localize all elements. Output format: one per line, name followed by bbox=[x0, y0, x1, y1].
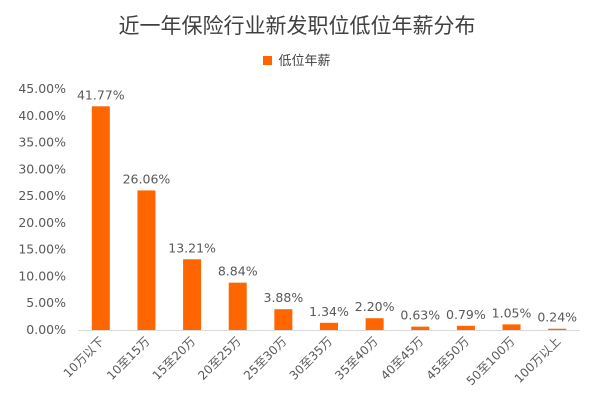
x-tick-label: 45至50万 bbox=[424, 334, 472, 382]
y-tick-label: 25.00% bbox=[18, 188, 66, 203]
legend-swatch bbox=[263, 56, 273, 65]
x-tick-label: 10万以下 bbox=[61, 334, 107, 380]
x-tick-label: 10至15万 bbox=[104, 334, 152, 382]
x-tick-label: 35至40万 bbox=[332, 334, 380, 382]
bar bbox=[137, 190, 156, 330]
x-tick-label: 25至30万 bbox=[241, 334, 289, 382]
data-label: 13.21% bbox=[168, 240, 216, 255]
y-tick-label: 5.00% bbox=[26, 295, 66, 310]
x-tick-label: 20至25万 bbox=[195, 334, 243, 382]
chart-title: 近一年保险行业新发职位低位年薪分布 bbox=[118, 14, 476, 38]
data-label: 0.24% bbox=[537, 310, 577, 325]
legend: 低位年薪 bbox=[0, 50, 594, 69]
bar bbox=[365, 318, 384, 330]
bar bbox=[228, 282, 247, 330]
y-tick-label: 15.00% bbox=[18, 242, 66, 257]
bar bbox=[548, 328, 567, 330]
y-tick-label: 45.00% bbox=[18, 81, 66, 96]
y-tick-label: 35.00% bbox=[18, 135, 66, 150]
x-tick-label: 100万以上 bbox=[512, 334, 564, 386]
legend-label: 低位年薪 bbox=[278, 54, 331, 69]
data-label: 3.88% bbox=[264, 290, 304, 305]
bar bbox=[456, 325, 475, 330]
data-label: 2.20% bbox=[355, 299, 395, 314]
x-tick-label: 30至35万 bbox=[287, 334, 335, 382]
y-tick-label: 10.00% bbox=[18, 268, 66, 283]
bar bbox=[502, 324, 521, 330]
x-tick-label: 40至45万 bbox=[378, 334, 426, 382]
y-tick-label: 40.00% bbox=[18, 108, 66, 123]
data-label: 0.79% bbox=[446, 307, 486, 322]
x-tick-label: 15至20万 bbox=[150, 334, 198, 382]
data-label: 26.06% bbox=[123, 171, 171, 186]
data-label: 8.84% bbox=[218, 264, 258, 279]
data-label: 41.77% bbox=[77, 87, 125, 102]
data-label: 1.34% bbox=[309, 304, 349, 319]
bar bbox=[411, 326, 430, 330]
bar bbox=[91, 106, 110, 330]
y-tick-label: 20.00% bbox=[18, 215, 66, 230]
y-tick-label: 0.00% bbox=[26, 322, 66, 337]
x-tick-label: 50至100万 bbox=[464, 334, 518, 388]
data-label: 0.63% bbox=[400, 308, 440, 323]
y-tick-label: 30.00% bbox=[18, 161, 66, 176]
bar bbox=[320, 322, 338, 330]
bar bbox=[274, 309, 293, 330]
bar bbox=[183, 259, 202, 330]
data-label: 1.05% bbox=[492, 305, 532, 320]
